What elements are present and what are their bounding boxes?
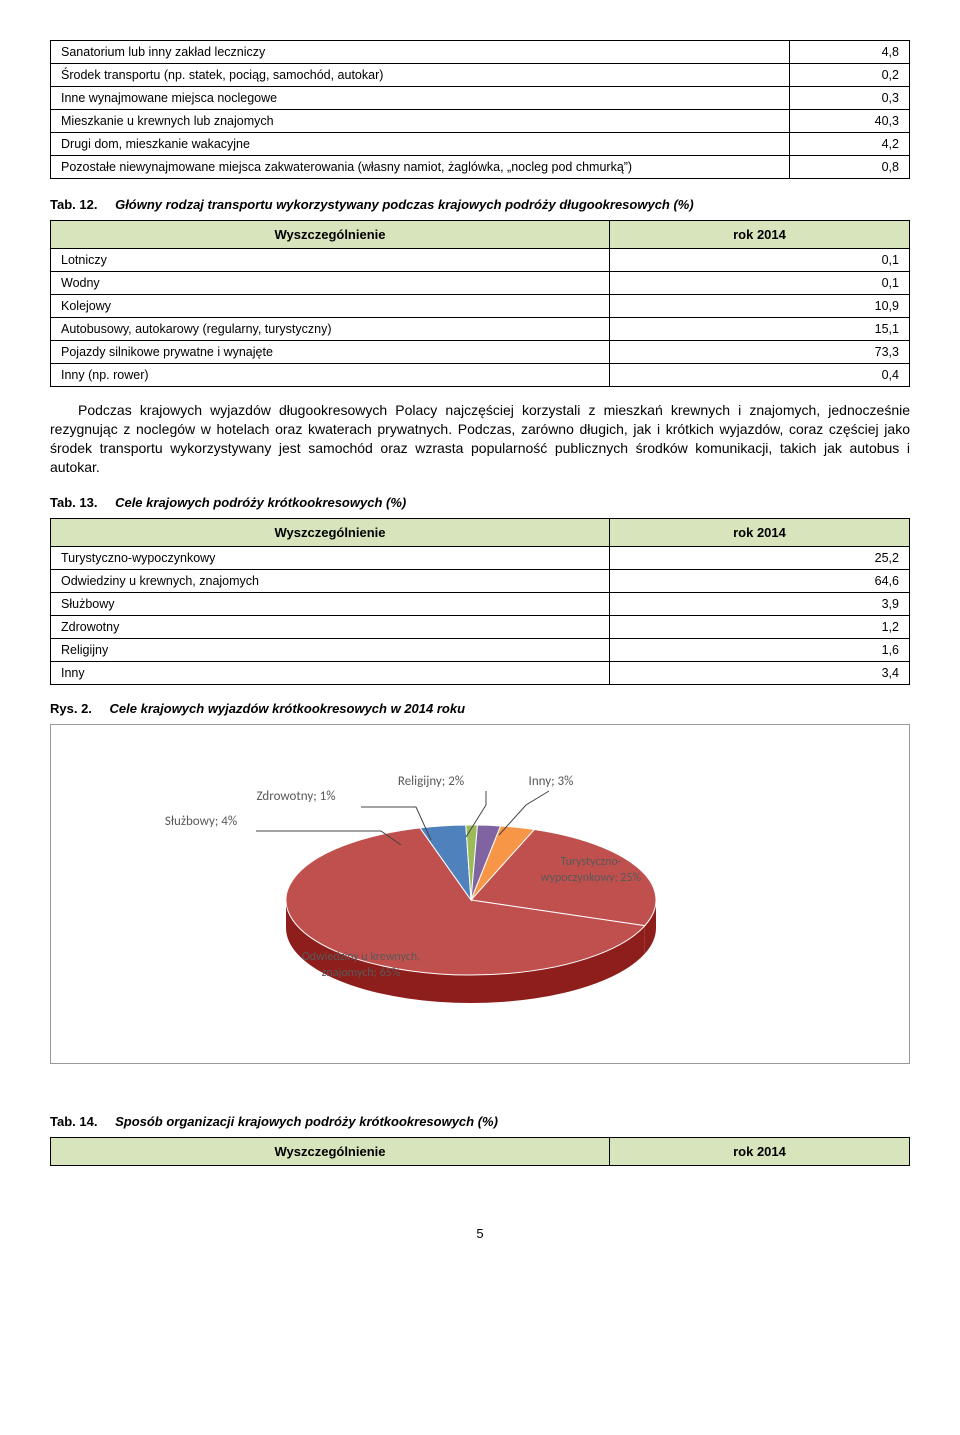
row-value: 0,3 (790, 87, 910, 110)
svg-text:wypoczynkowy; 25%: wypoczynkowy; 25% (541, 871, 642, 885)
pie-chart-svg: Turystyczno-wypoczynkowy; 25% Odwiedziny … (71, 745, 891, 1045)
row-label: Zdrowotny (51, 615, 610, 638)
fig2-chart: Turystyczno-wypoczynkowy; 25% Odwiedziny … (50, 724, 910, 1064)
tab13-title: Tab. 13. Cele krajowych podróży krótkook… (50, 495, 910, 510)
table-row: Turystyczno-wypoczynkowy25,2 (51, 546, 910, 569)
fig2-num: Rys. 2. (50, 701, 92, 716)
table-row: Mieszkanie u krewnych lub znajomych40,3 (51, 110, 910, 133)
svg-text:znajomych; 65%: znajomych; 65% (322, 966, 401, 980)
row-label: Wodny (51, 272, 610, 295)
svg-text:Odwiedziny u krewnych,: Odwiedziny u krewnych, (302, 950, 420, 964)
row-label: Autobusowy, autokarowy (regularny, turys… (51, 318, 610, 341)
tab14-text: Sposób organizacji krajowych podróży kró… (115, 1114, 498, 1129)
svg-text:Religijny; 2%: Religijny; 2% (398, 774, 464, 789)
fig2-title: Rys. 2. Cele krajowych wyjazdów krótkook… (50, 701, 910, 716)
row-value: 25,2 (610, 546, 910, 569)
row-value: 15,1 (610, 318, 910, 341)
row-value: 64,6 (610, 569, 910, 592)
tab13-col1: Wyszczególnienie (51, 518, 610, 546)
table-row: Religijny1,6 (51, 638, 910, 661)
row-label: Pozostałe niewynajmowane miejsca zakwate… (51, 156, 790, 179)
table-row: Kolejowy10,9 (51, 295, 910, 318)
row-label: Turystyczno-wypoczynkowy (51, 546, 610, 569)
row-value: 3,9 (610, 592, 910, 615)
row-value: 0,1 (610, 249, 910, 272)
svg-text:Inny; 3%: Inny; 3% (529, 774, 574, 789)
row-value: 4,2 (790, 133, 910, 156)
table-row: Pojazdy silnikowe prywatne i wynajęte73,… (51, 341, 910, 364)
table-row: Inny (np. rower)0,4 (51, 364, 910, 387)
row-value: 40,3 (790, 110, 910, 133)
row-value: 10,9 (610, 295, 910, 318)
svg-text:Służbowy; 4%: Służbowy; 4% (165, 814, 237, 829)
fig2-text: Cele krajowych wyjazdów krótkookresowych… (110, 701, 465, 716)
row-value: 0,8 (790, 156, 910, 179)
table-row: Wodny0,1 (51, 272, 910, 295)
table-row: Służbowy3,9 (51, 592, 910, 615)
row-value: 1,6 (610, 638, 910, 661)
table-row: Odwiedziny u krewnych, znajomych64,6 (51, 569, 910, 592)
row-label: Mieszkanie u krewnych lub znajomych (51, 110, 790, 133)
row-label: Odwiedziny u krewnych, znajomych (51, 569, 610, 592)
row-label: Religijny (51, 638, 610, 661)
table-row: Drugi dom, mieszkanie wakacyjne4,2 (51, 133, 910, 156)
page-number: 5 (50, 1226, 910, 1241)
table-row: Inny3,4 (51, 661, 910, 684)
row-label: Inne wynajmowane miejsca noclegowe (51, 87, 790, 110)
table-row: Środek transportu (np. statek, pociąg, s… (51, 64, 910, 87)
row-value: 1,2 (610, 615, 910, 638)
tab14-col2: rok 2014 (610, 1137, 910, 1165)
row-label: Środek transportu (np. statek, pociąg, s… (51, 64, 790, 87)
tab14-table: Wyszczególnienie rok 2014 (50, 1137, 910, 1166)
row-label: Inny (51, 661, 610, 684)
row-label: Służbowy (51, 592, 610, 615)
tab12-col2: rok 2014 (610, 221, 910, 249)
tab12-col1: Wyszczególnienie (51, 221, 610, 249)
tab12-text: Główny rodzaj transportu wykorzystywany … (115, 197, 694, 212)
tab14-col1: Wyszczególnienie (51, 1137, 610, 1165)
row-value: 4,8 (790, 41, 910, 64)
row-label: Drugi dom, mieszkanie wakacyjne (51, 133, 790, 156)
tab12-table: Wyszczególnienie rok 2014 Lotniczy0,1Wod… (50, 220, 910, 387)
tab14-title: Tab. 14. Sposób organizacji krajowych po… (50, 1114, 910, 1129)
table-row: Inne wynajmowane miejsca noclegowe0,3 (51, 87, 910, 110)
table-row: Autobusowy, autokarowy (regularny, turys… (51, 318, 910, 341)
tab12-title: Tab. 12. Główny rodzaj transportu wykorz… (50, 197, 910, 212)
row-label: Lotniczy (51, 249, 610, 272)
table-row: Lotniczy0,1 (51, 249, 910, 272)
row-label: Pojazdy silnikowe prywatne i wynajęte (51, 341, 610, 364)
tab14-num: Tab. 14. (50, 1114, 97, 1129)
tab12-num: Tab. 12. (50, 197, 97, 212)
svg-text:Turystyczno-: Turystyczno- (561, 855, 622, 869)
body-paragraph: Podczas krajowych wyjazdów długookresowy… (50, 401, 910, 477)
svg-text:Zdrowotny; 1%: Zdrowotny; 1% (256, 789, 335, 804)
row-value: 3,4 (610, 661, 910, 684)
row-value: 73,3 (610, 341, 910, 364)
tab13-text: Cele krajowych podróży krótkookresowych … (115, 495, 406, 510)
table-row: Sanatorium lub inny zakład leczniczy4,8 (51, 41, 910, 64)
row-value: 0,1 (610, 272, 910, 295)
table-row: Zdrowotny1,2 (51, 615, 910, 638)
tab13-col2: rok 2014 (610, 518, 910, 546)
row-label: Kolejowy (51, 295, 610, 318)
top-continuation-table: Sanatorium lub inny zakład leczniczy4,8Ś… (50, 40, 910, 179)
row-value: 0,2 (790, 64, 910, 87)
table-row: Pozostałe niewynajmowane miejsca zakwate… (51, 156, 910, 179)
row-label: Sanatorium lub inny zakład leczniczy (51, 41, 790, 64)
tab13-num: Tab. 13. (50, 495, 97, 510)
row-label: Inny (np. rower) (51, 364, 610, 387)
row-value: 0,4 (610, 364, 910, 387)
tab13-table: Wyszczególnienie rok 2014 Turystyczno-wy… (50, 518, 910, 685)
